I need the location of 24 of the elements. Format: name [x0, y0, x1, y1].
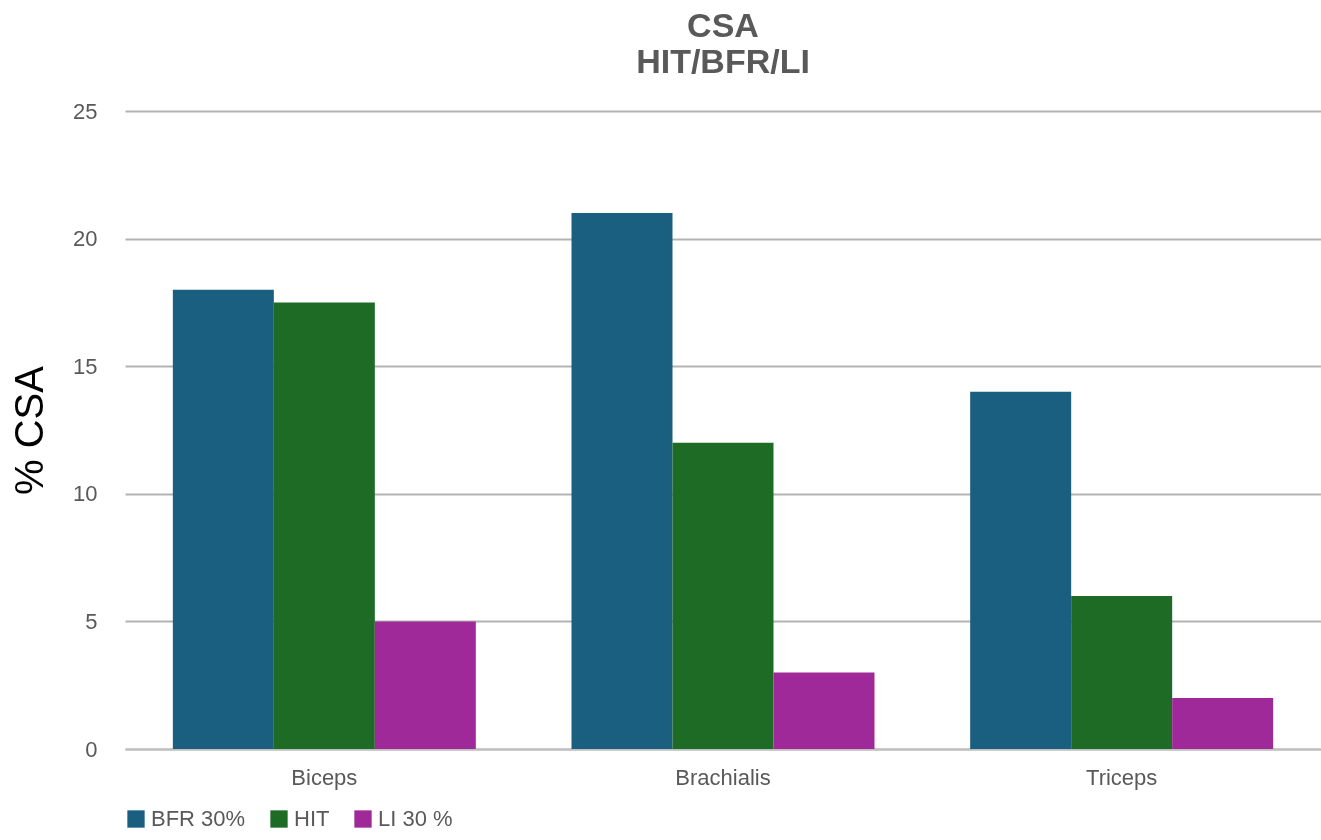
bar — [571, 213, 673, 749]
y-tick-label: 15 — [73, 353, 98, 379]
y-tick-label: 20 — [73, 226, 98, 252]
y-axis-title: % CSA — [7, 365, 52, 495]
bar — [172, 289, 274, 749]
legend-label: HIT — [294, 806, 330, 831]
y-tick-label: 0 — [85, 736, 98, 762]
bar — [1172, 697, 1274, 749]
x-tick-label: Biceps — [291, 764, 358, 790]
y-tick-label: 10 — [73, 481, 98, 507]
x-tick-label: Brachialis — [675, 764, 771, 790]
chart-subtitle: HIT/BFR/LI — [636, 42, 810, 80]
bar — [970, 391, 1072, 749]
chart-title: CSA — [687, 6, 759, 44]
bar — [672, 442, 774, 749]
bar — [1071, 595, 1173, 749]
bar — [773, 672, 875, 749]
x-tick-label: Triceps — [1086, 764, 1158, 790]
bar — [374, 621, 476, 749]
y-tick-label: 25 — [73, 98, 98, 124]
legend-label: LI 30 % — [378, 806, 453, 831]
y-tick-label: 5 — [85, 608, 98, 634]
bar — [273, 302, 375, 749]
legend-label: BFR 30% — [151, 806, 246, 831]
